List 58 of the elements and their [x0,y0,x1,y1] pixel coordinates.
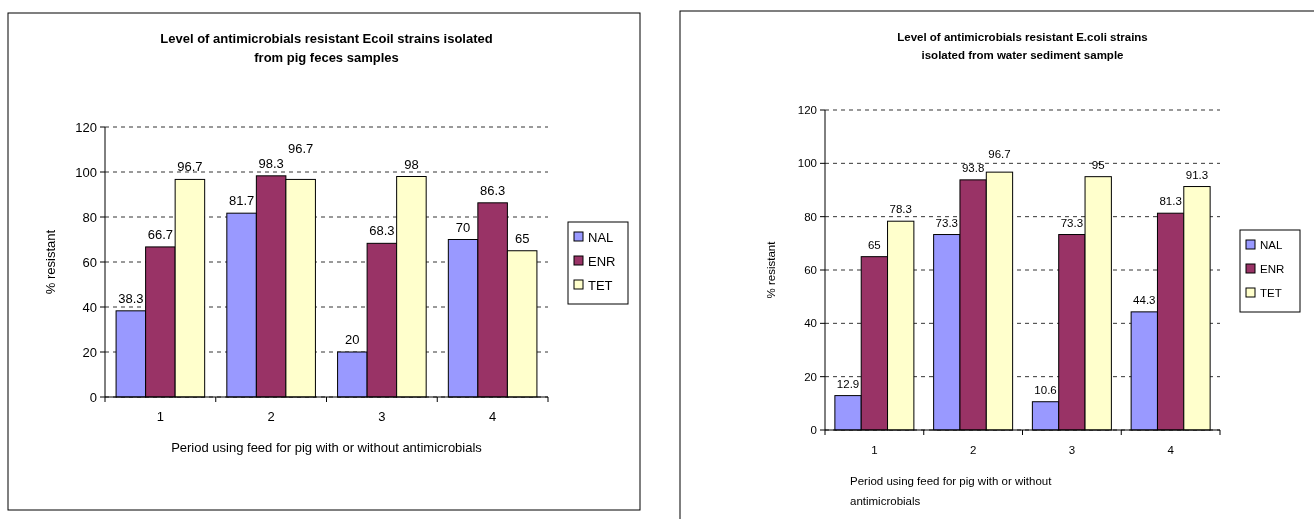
y-tick-label: 100 [75,164,97,180]
chart-title: Level of antimicrobials resistant E.coli strains isolated from water sediment sample [897,31,1148,61]
y-tick-label: 40 [804,317,817,330]
legend-label: ENR [1260,263,1285,276]
y-tick-label: 80 [82,209,97,225]
y-tick-label: 40 [82,299,97,315]
data-label: 10.6 [1034,383,1057,396]
data-label: 65 [867,238,881,251]
data-label: 86.3 [479,182,506,198]
y-tick-label: 80 [804,210,817,223]
data-label: 73.3 [1060,216,1084,229]
data-label: 68.3 [369,223,395,239]
legend-label: ENR [588,253,616,269]
x-axis-title: Period using feed for pig with or without antimicrobials [850,475,1053,507]
data-label: 81.3 [1159,195,1182,208]
data-label: 73.3 [935,216,958,229]
y-tick-label: 100 [797,157,817,170]
data-label: 96.7 [288,140,314,156]
data-label: 93.8 [961,161,985,174]
data-label: 70 [455,219,471,235]
data-label: 78.3 [889,203,912,216]
y-tick-label: 20 [804,370,817,383]
x-tick-label: 2 [267,409,275,424]
data-label: 95 [1091,158,1105,171]
y-tick-label: 20 [82,344,97,360]
legend-label: TET [588,277,613,293]
chart-title: Level of antimicrobials resistant Ecoil strains isolated from pig feces samples [160,31,493,65]
y-tick-label: 120 [75,119,97,135]
y-tick-label: 0 [810,424,817,437]
y-tick-label: 120 [797,104,817,117]
y-tick-label: 60 [804,264,817,277]
y-axis-title: % resistant [765,240,777,299]
x-axis-title: Period using feed for pig with or without antimicrobials [171,440,483,455]
data-label: 66.7 [147,226,174,242]
legend-label: TET [1260,287,1282,300]
x-tick-label: 2 [969,444,977,456]
data-label: 91.3 [1185,168,1209,181]
data-label: 20 [345,332,360,347]
data-label: 81.7 [228,193,255,209]
data-label: 98.3 [258,155,284,171]
y-tick-label: 0 [89,389,97,405]
x-tick-label: 3 [1068,444,1076,456]
x-tick-label: 4 [489,409,497,424]
legend-label: NAL [588,229,614,245]
x-tick-label: 1 [871,444,878,456]
x-tick-label: 1 [156,409,164,424]
y-tick-label: 60 [82,254,97,270]
data-label: 44.3 [1133,293,1156,306]
data-label: 96.7 [988,148,1011,161]
data-label: 98 [404,156,419,172]
legend-label: NAL [1260,239,1283,252]
x-tick-label: 3 [378,409,386,424]
data-label: 12.9 [836,377,860,390]
data-label: 38.3 [118,290,144,306]
data-label: 65 [514,230,530,246]
x-tick-label: 4 [1167,444,1175,456]
y-axis-title: % resistant [43,229,58,295]
data-label: 96.7 [177,159,203,175]
